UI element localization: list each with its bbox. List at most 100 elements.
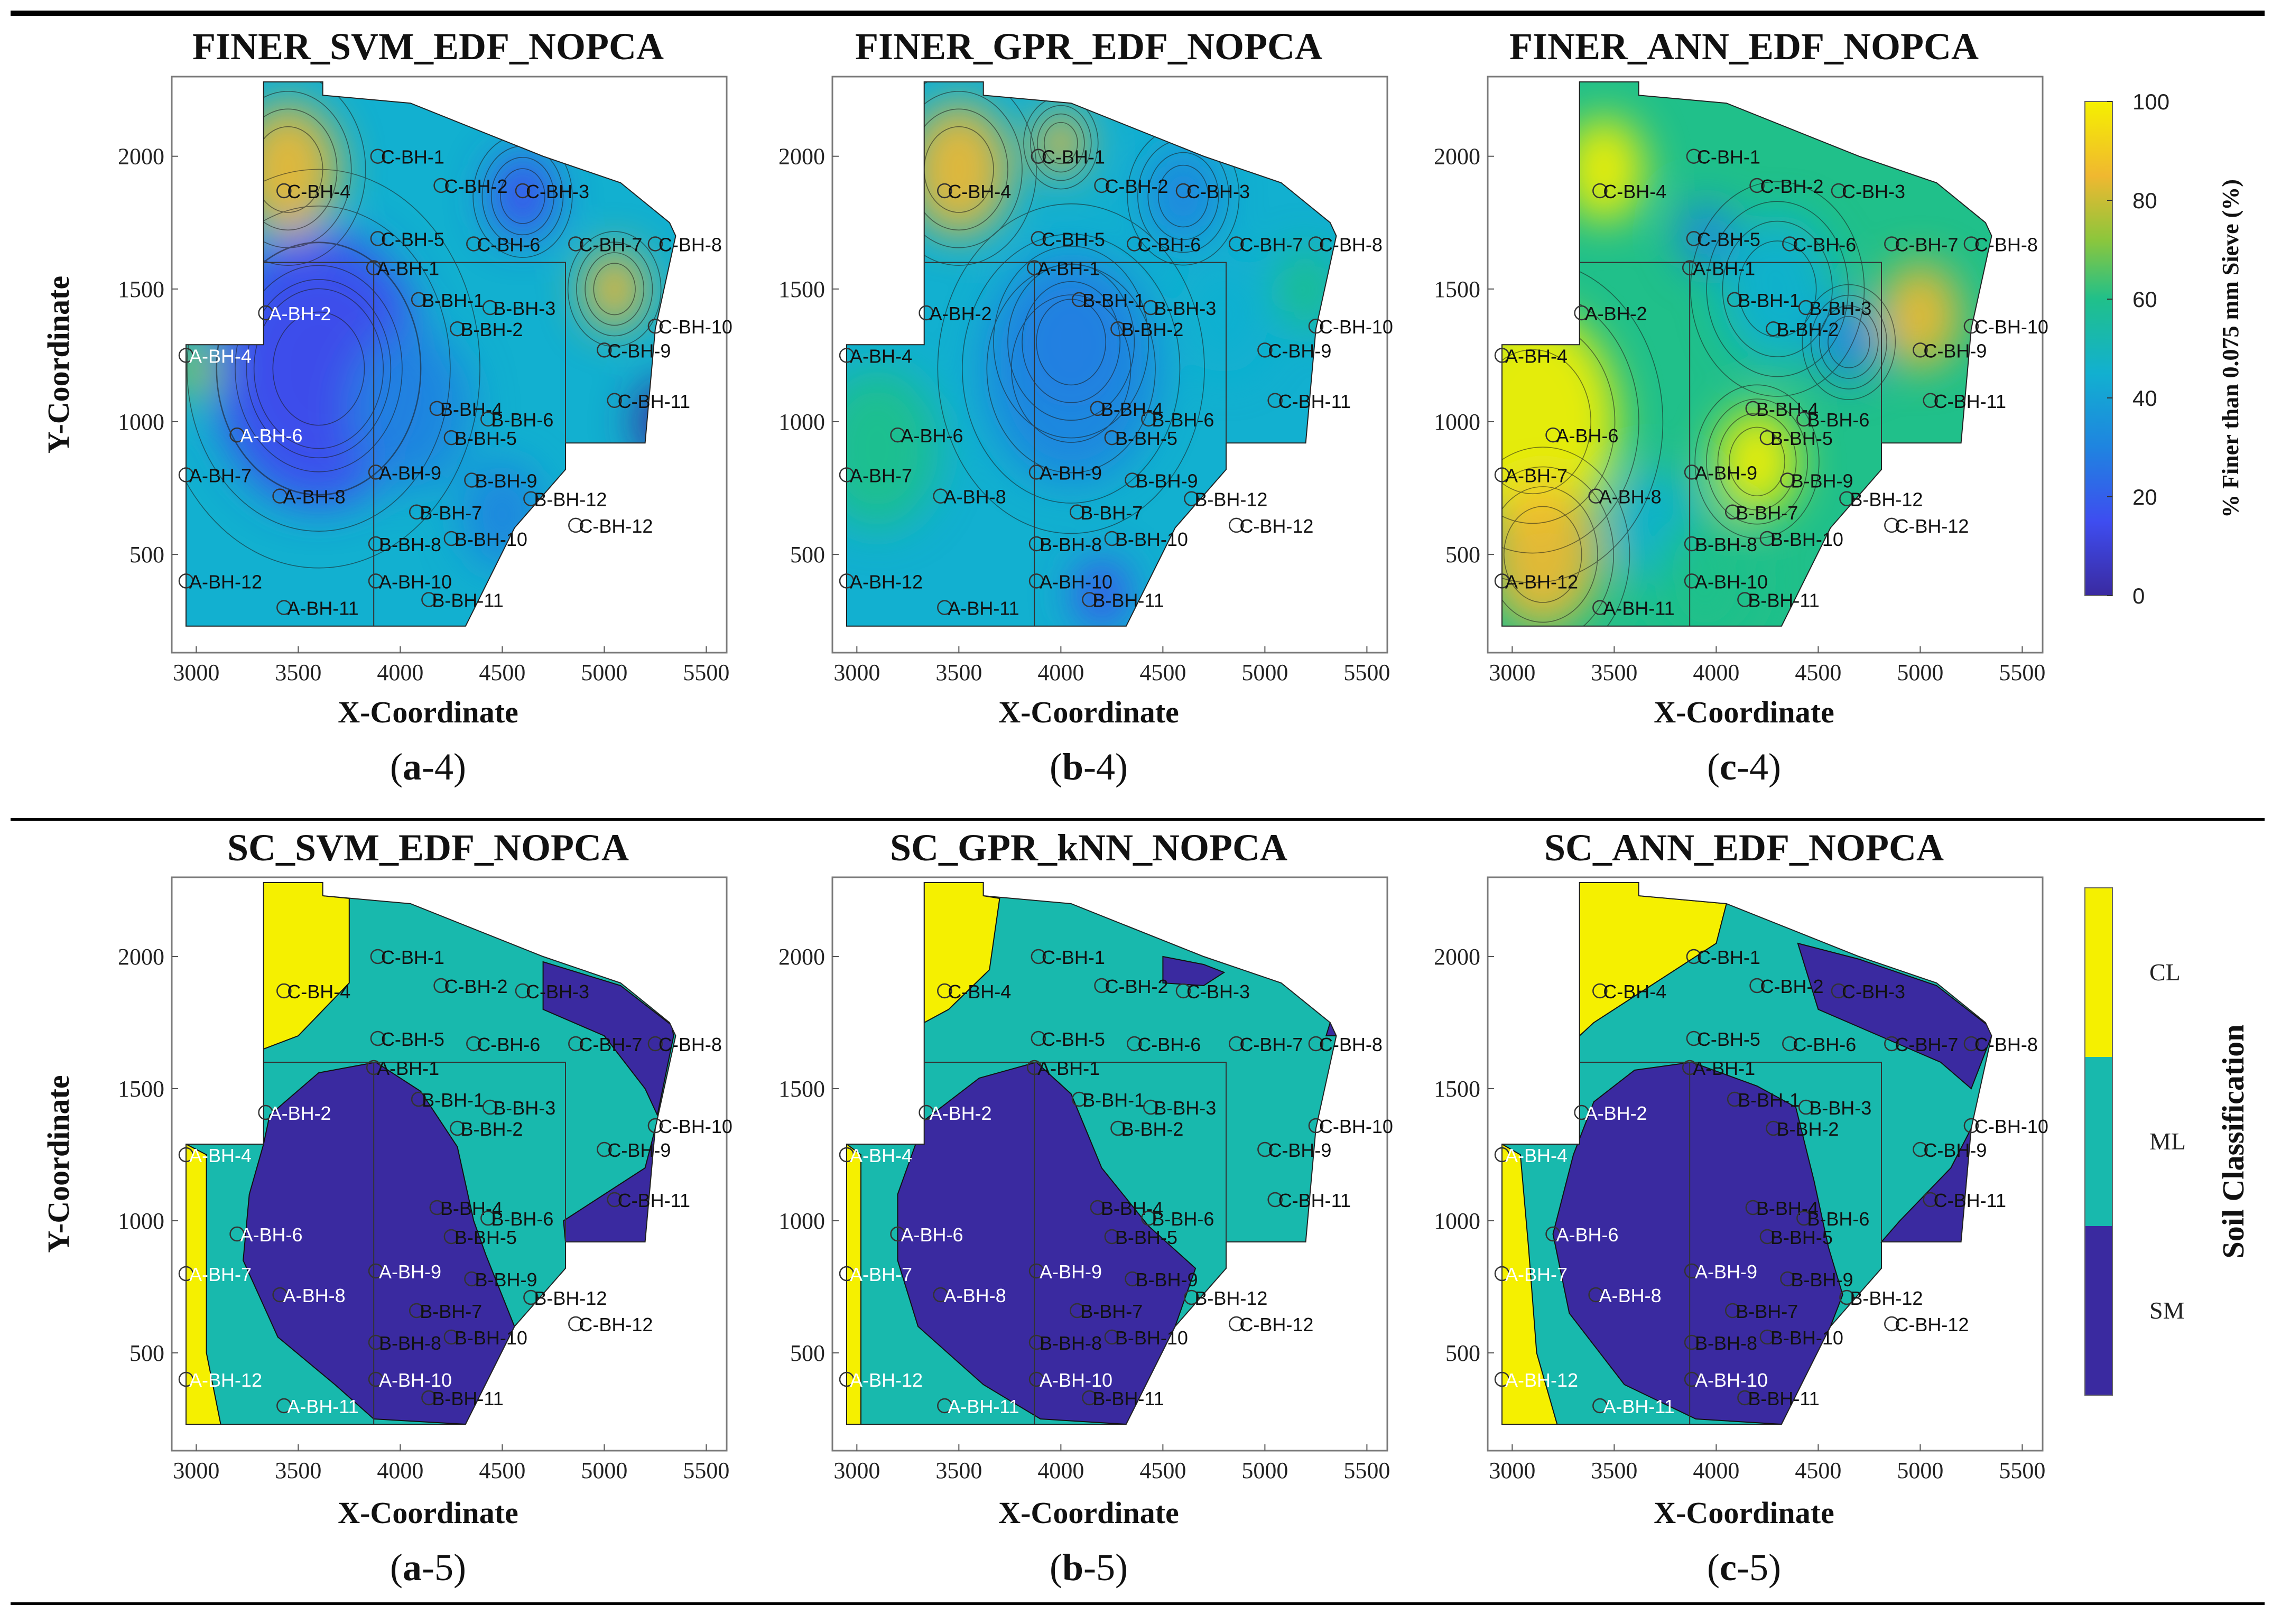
borehole-label: C-BH-11 bbox=[1934, 391, 2006, 412]
borehole-label: C-BH-11 bbox=[618, 391, 690, 412]
borehole-label: A-BH-2 bbox=[1585, 303, 1647, 324]
borehole-marker bbox=[1026, 1060, 1042, 1075]
y-tick-label: 500 bbox=[790, 1340, 825, 1366]
borehole-label: B-BH-12 bbox=[1850, 489, 1923, 511]
panel-caption: (b-4) bbox=[1050, 746, 1128, 788]
borehole-marker bbox=[272, 488, 288, 504]
interpolated-field bbox=[186, 82, 676, 626]
borehole-label: A-BH-7 bbox=[850, 465, 912, 486]
borehole-label: C-BH-10 bbox=[1974, 316, 2048, 338]
borehole-marker bbox=[368, 1371, 384, 1387]
borehole-label: C-BH-9 bbox=[607, 1139, 671, 1161]
borehole-marker bbox=[1031, 1031, 1046, 1046]
borehole-marker bbox=[1028, 465, 1044, 480]
borehole-label: C-BH-2 bbox=[1105, 175, 1169, 197]
borehole-label: B-BH-1 bbox=[422, 1089, 484, 1111]
borehole-label: A-BH-2 bbox=[269, 1102, 331, 1124]
borehole-label: C-BH-9 bbox=[1923, 340, 1987, 361]
borehole-label: A-BH-9 bbox=[1695, 462, 1757, 484]
colorbar-tick-label: 60 bbox=[2132, 287, 2157, 312]
borehole-marker bbox=[1592, 600, 1608, 615]
y-tick-label: 1500 bbox=[778, 276, 825, 302]
borehole-marker bbox=[1839, 1289, 1854, 1305]
borehole-marker bbox=[1782, 236, 1797, 252]
borehole-label: C-BH-1 bbox=[1042, 946, 1105, 968]
x-tick-label: 5500 bbox=[683, 1458, 729, 1483]
borehole-marker bbox=[890, 427, 905, 443]
borehole-marker bbox=[178, 1147, 194, 1163]
x-tick-label: 3000 bbox=[833, 660, 880, 685]
panel-caption: (c-5) bbox=[1707, 1546, 1781, 1589]
borehole-marker bbox=[178, 1371, 194, 1387]
borehole-label: A-BH-9 bbox=[1695, 1261, 1757, 1283]
borehole-label: B-BH-7 bbox=[1080, 502, 1143, 524]
borehole-label: B-BH-7 bbox=[420, 1301, 482, 1322]
x-tick-label: 3000 bbox=[1489, 660, 1535, 685]
borehole-marker bbox=[1884, 236, 1899, 252]
borehole-label: C-BH-2 bbox=[444, 175, 508, 197]
borehole-marker bbox=[1031, 231, 1046, 246]
borehole-label: A-BH-7 bbox=[1505, 1264, 1568, 1285]
borehole-marker bbox=[1229, 1036, 1244, 1052]
borehole-marker bbox=[1494, 467, 1510, 482]
borehole-marker bbox=[1125, 1271, 1140, 1287]
borehole-marker bbox=[464, 472, 479, 488]
borehole-marker bbox=[1684, 465, 1700, 480]
borehole-label: C-BH-5 bbox=[381, 1028, 444, 1050]
borehole-marker bbox=[1923, 393, 1938, 409]
borehole-label: C-BH-11 bbox=[1278, 1190, 1351, 1211]
borehole-label: B-BH-4 bbox=[440, 398, 503, 420]
borehole-label: C-BH-3 bbox=[1186, 181, 1250, 202]
y-tick-label: 1500 bbox=[1434, 276, 1480, 302]
x-axis-label: X-Coordinate bbox=[998, 1496, 1179, 1530]
borehole-label: B-BH-8 bbox=[379, 534, 441, 555]
borehole-marker bbox=[919, 1105, 934, 1120]
borehole-marker bbox=[229, 1226, 245, 1242]
borehole-label: B-BH-4 bbox=[1101, 1198, 1163, 1219]
borehole-marker bbox=[429, 401, 445, 416]
borehole-label: A-BH-4 bbox=[189, 1145, 252, 1166]
borehole-label: A-BH-11 bbox=[1603, 1396, 1674, 1417]
borehole-marker bbox=[1494, 573, 1510, 589]
borehole-marker bbox=[1592, 183, 1608, 199]
x-tick-label: 5000 bbox=[1897, 660, 1943, 685]
borehole-marker bbox=[1963, 236, 1979, 252]
borehole-marker bbox=[1831, 983, 1847, 999]
borehole-marker bbox=[1494, 1266, 1510, 1282]
borehole-marker bbox=[919, 305, 934, 321]
x-tick-label: 5500 bbox=[1999, 1458, 2045, 1483]
borehole-marker bbox=[1684, 1263, 1700, 1279]
borehole-marker bbox=[1071, 1091, 1087, 1107]
soil-class-map-panel: A-BH-1 A-BH-2 A-BH-4 A-BH-6 A-BH-7 A-BH-8 A-BH… bbox=[1434, 827, 2048, 1589]
axes-frame bbox=[831, 76, 1388, 654]
borehole-marker bbox=[607, 393, 622, 409]
borehole-label: C-BH-1 bbox=[1697, 946, 1760, 968]
colorbar-tick-label: 20 bbox=[2132, 485, 2157, 509]
borehole-label: C-BH-6 bbox=[477, 234, 540, 255]
borehole-marker bbox=[647, 318, 663, 334]
borehole-label: B-BH-12 bbox=[1850, 1287, 1923, 1309]
borehole-marker bbox=[1143, 1099, 1158, 1115]
y-tick-label: 1000 bbox=[118, 1208, 164, 1234]
borehole-marker bbox=[1308, 236, 1324, 252]
borehole-marker bbox=[1494, 348, 1510, 363]
borehole-label: B-BH-5 bbox=[1115, 1227, 1177, 1248]
x-tick-label: 5500 bbox=[1343, 660, 1390, 685]
x-tick-label: 4000 bbox=[1037, 660, 1084, 685]
borehole-label: B-BH-9 bbox=[475, 470, 537, 492]
borehole-label: C-BH-5 bbox=[381, 228, 444, 250]
borehole-marker bbox=[276, 1398, 292, 1414]
borehole-marker bbox=[1308, 318, 1324, 334]
borehole-marker bbox=[1749, 978, 1765, 994]
borehole-label: B-BH-1 bbox=[1738, 290, 1800, 311]
borehole-marker bbox=[482, 300, 498, 315]
colorbars: 0 20 40 60 80 100 % Finer than 0.075 mm Sieve … bbox=[2084, 89, 2250, 1396]
borehole-marker bbox=[178, 1266, 194, 1282]
borehole-label: B-BH-3 bbox=[493, 298, 555, 319]
borehole-label: A-BH-11 bbox=[1603, 598, 1674, 619]
borehole-marker bbox=[839, 348, 855, 363]
borehole-marker bbox=[1494, 1371, 1510, 1387]
borehole-marker bbox=[1923, 1192, 1938, 1208]
borehole-marker bbox=[429, 1200, 445, 1215]
borehole-marker bbox=[1686, 949, 1702, 964]
